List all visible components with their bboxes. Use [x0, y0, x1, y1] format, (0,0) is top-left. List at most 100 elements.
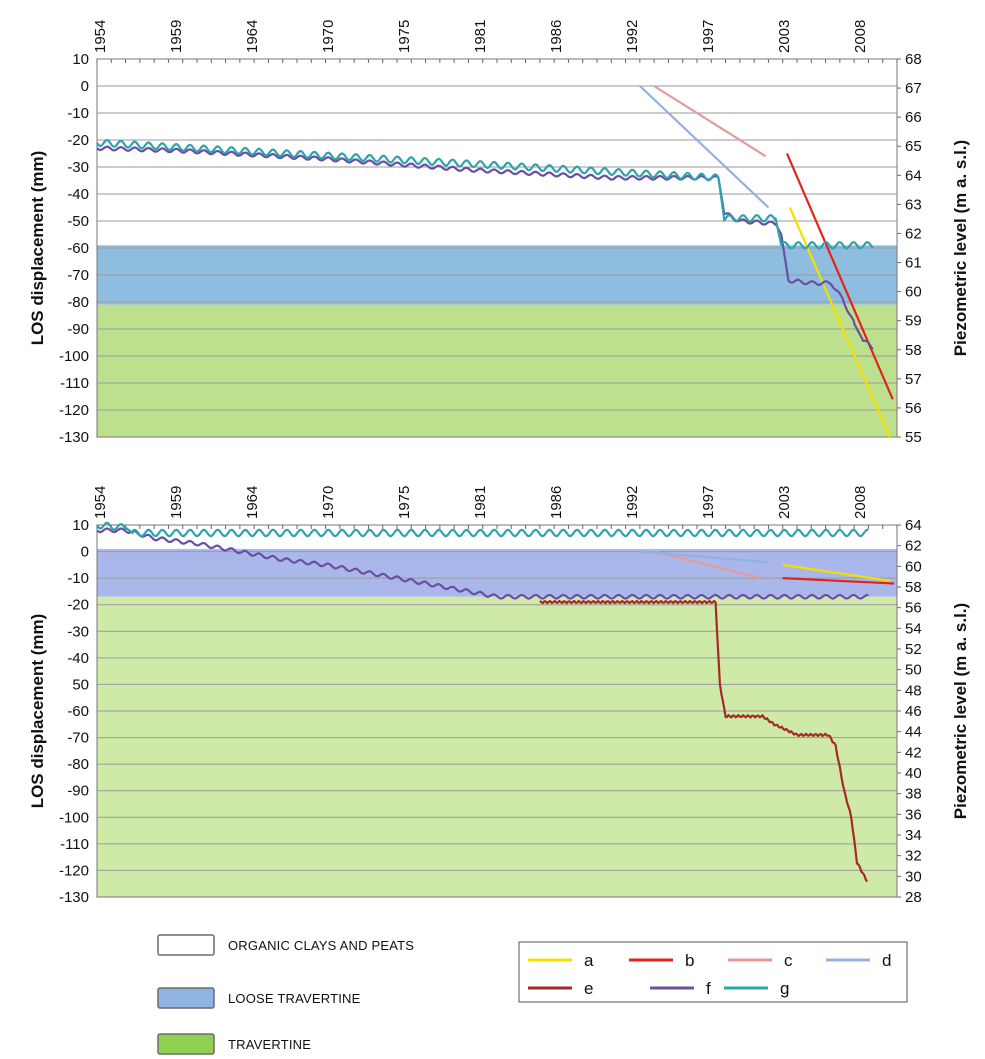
y2-tick-label: 58 — [905, 342, 922, 359]
y-axis-title: LOS displacement (mm) — [28, 151, 47, 346]
geology-label-loose-travertine: LOOSE TRAVERTINE — [228, 991, 361, 1006]
legend-label-a: a — [584, 951, 594, 970]
x-tick-label: 1959 — [168, 20, 185, 53]
x-tick-label: 1986 — [548, 20, 565, 53]
legend-label-f: f — [706, 979, 711, 998]
y2-tick-label: 55 — [905, 429, 922, 446]
legend-label-c: c — [784, 951, 793, 970]
series-line-a — [782, 563, 891, 582]
geology-swatch-organic-clays — [157, 934, 215, 956]
y2-tick-label: 61 — [905, 255, 922, 272]
chart-panel-2: 10 0 -10 -20 -30 -40 50 -60 -70 -80 -90 -100 -110 -12… — [28, 486, 970, 906]
y2-tick-label: 59 — [905, 313, 922, 330]
y-tick-label: -130 — [59, 429, 89, 446]
y-tick-label: -60 — [67, 240, 89, 257]
series-line-a — [788, 207, 891, 438]
y-tick-label: -110 — [60, 375, 89, 392]
y2-tick-label: 65 — [905, 138, 922, 155]
y2-tick-label: 58 — [905, 579, 922, 596]
y2-tick-label: 57 — [905, 371, 922, 388]
y2-tick-label: 60 — [905, 558, 922, 575]
legend-box — [518, 941, 908, 1003]
x-tick-label: 1975 — [396, 20, 413, 53]
x-tick-label: 1992 — [624, 20, 641, 53]
y-tick-label: -10 — [67, 105, 89, 122]
y2-tick-label: 67 — [905, 80, 922, 97]
series-line-f — [96, 145, 874, 350]
y-tick-label: -130 — [59, 889, 89, 906]
y2-tick-label: 54 — [905, 620, 922, 637]
y2-tick-label: 52 — [905, 641, 922, 658]
x-tick-label: 1986 — [548, 486, 565, 519]
x-tick-label: 1954 — [92, 20, 109, 53]
x-tick-label: 1954 — [92, 486, 109, 519]
y-tick-label: -110 — [60, 836, 89, 853]
series-legend: a b c d e f g — [518, 941, 908, 1003]
y2-axis-title: Piezometric level (m a. s.l.) — [951, 603, 970, 819]
y2-tick-label: 56 — [905, 400, 922, 417]
y-tick-label: 50 — [72, 676, 89, 693]
y-tick-label: -100 — [59, 348, 89, 365]
y-tick-label: 0 — [81, 544, 89, 561]
loose-travertine-band — [97, 548, 897, 597]
series-line-e — [539, 599, 868, 883]
y2-tick-label: 46 — [905, 703, 922, 720]
geology-swatch-loose-travertine — [157, 987, 215, 1009]
y2-tick-label: 63 — [905, 196, 922, 213]
legend-label-e: e — [584, 979, 593, 998]
y2-axis-title: Piezometric level (m a. s.l.) — [951, 140, 970, 356]
geology-label-travertine: TRAVERTINE — [228, 1037, 311, 1052]
x-tick-label: 2003 — [776, 20, 793, 53]
series-line-g — [96, 139, 874, 250]
y-tick-label: -100 — [59, 809, 89, 826]
x-tick-label: 1981 — [472, 20, 489, 53]
x-tick-label: 1981 — [472, 486, 489, 519]
y-tick-label: -40 — [67, 186, 89, 203]
x-tick-label: 1997 — [700, 20, 717, 53]
series-line-c — [653, 550, 762, 580]
y-tick-label: -30 — [67, 623, 89, 640]
legend-label-b: b — [685, 951, 694, 970]
y2-tick-label: 64 — [905, 517, 922, 534]
y-tick-label: -90 — [67, 321, 89, 338]
y-axis-title: LOS displacement (mm) — [28, 614, 47, 809]
travertine-band — [97, 596, 897, 897]
y-tick-label: -70 — [67, 730, 89, 747]
y2-tick-label: 66 — [905, 109, 922, 126]
x-tick-label: 1970 — [320, 486, 337, 519]
x-tick-label: 1959 — [168, 486, 185, 519]
y2-tick-label: 30 — [905, 868, 922, 885]
x-tick-label: 1964 — [244, 486, 261, 519]
y-tick-label: 0 — [81, 78, 89, 95]
y2-tick-label: 64 — [905, 167, 922, 184]
series-line-b — [785, 153, 894, 400]
y-tick-label: 10 — [72, 517, 89, 534]
y2-tick-label: 48 — [905, 682, 922, 699]
y-tick-label: -20 — [67, 597, 89, 614]
geology-swatch-travertine — [157, 1033, 215, 1055]
y-tick-label: -90 — [67, 783, 89, 800]
y-tick-label: -80 — [67, 756, 89, 773]
series-line-b — [782, 577, 895, 585]
y2-tick-label: 50 — [905, 662, 922, 679]
y-tick-label: -120 — [59, 402, 89, 419]
x-tick-label: 1970 — [320, 20, 337, 53]
y-tick-label: 10 — [72, 51, 89, 68]
geology-label-organic-clays: ORGANIC CLAYS AND PEATS — [228, 938, 414, 953]
y2-tick-label: 60 — [905, 284, 922, 301]
geology-legend: ORGANIC CLAYS AND PEATS LOOSE TRAVERTINE T… — [157, 934, 414, 1055]
y-tick-label: -40 — [67, 650, 89, 667]
y-tick-label: -10 — [67, 570, 89, 587]
y2-tick-label: 40 — [905, 765, 922, 782]
y-tick-label: -20 — [67, 132, 89, 149]
y-tick-label: -120 — [59, 862, 89, 879]
y-tick-label: -80 — [67, 294, 89, 311]
series-line-g — [96, 521, 869, 538]
x-tick-label: 2008 — [852, 20, 869, 53]
y-tick-label: -30 — [67, 159, 89, 176]
y-tick-label: -60 — [67, 703, 89, 720]
y-tick-label: -50 — [67, 213, 89, 230]
y2-tick-label: 62 — [905, 225, 922, 242]
legend-label-g: g — [780, 979, 789, 998]
